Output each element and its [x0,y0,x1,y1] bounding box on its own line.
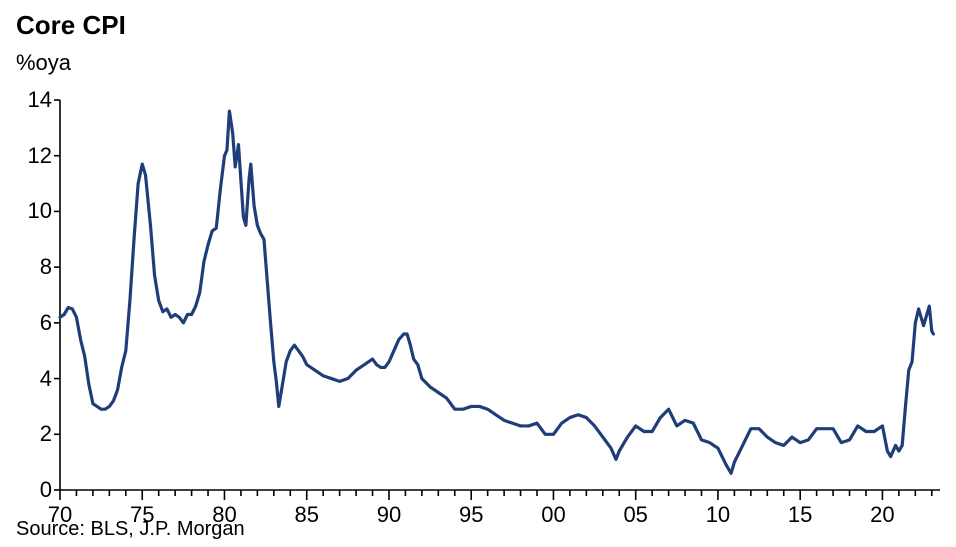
x-tick-label: 10 [706,502,730,528]
y-tick-label: 14 [12,87,52,113]
x-tick-label: 80 [212,502,236,528]
y-tick-label: 10 [12,198,52,224]
y-tick-label: 12 [12,143,52,169]
x-tick-label: 20 [870,502,894,528]
x-tick-label: 95 [459,502,483,528]
line-chart [0,0,956,547]
y-tick-label: 6 [12,310,52,336]
y-tick-label: 0 [12,477,52,503]
x-tick-label: 75 [130,502,154,528]
x-tick-label: 05 [623,502,647,528]
x-tick-label: 00 [541,502,565,528]
y-tick-label: 4 [12,366,52,392]
x-tick-label: 70 [48,502,72,528]
x-tick-label: 90 [377,502,401,528]
y-tick-label: 2 [12,421,52,447]
x-tick-label: 85 [294,502,318,528]
x-tick-label: 15 [788,502,812,528]
y-tick-label: 8 [12,254,52,280]
